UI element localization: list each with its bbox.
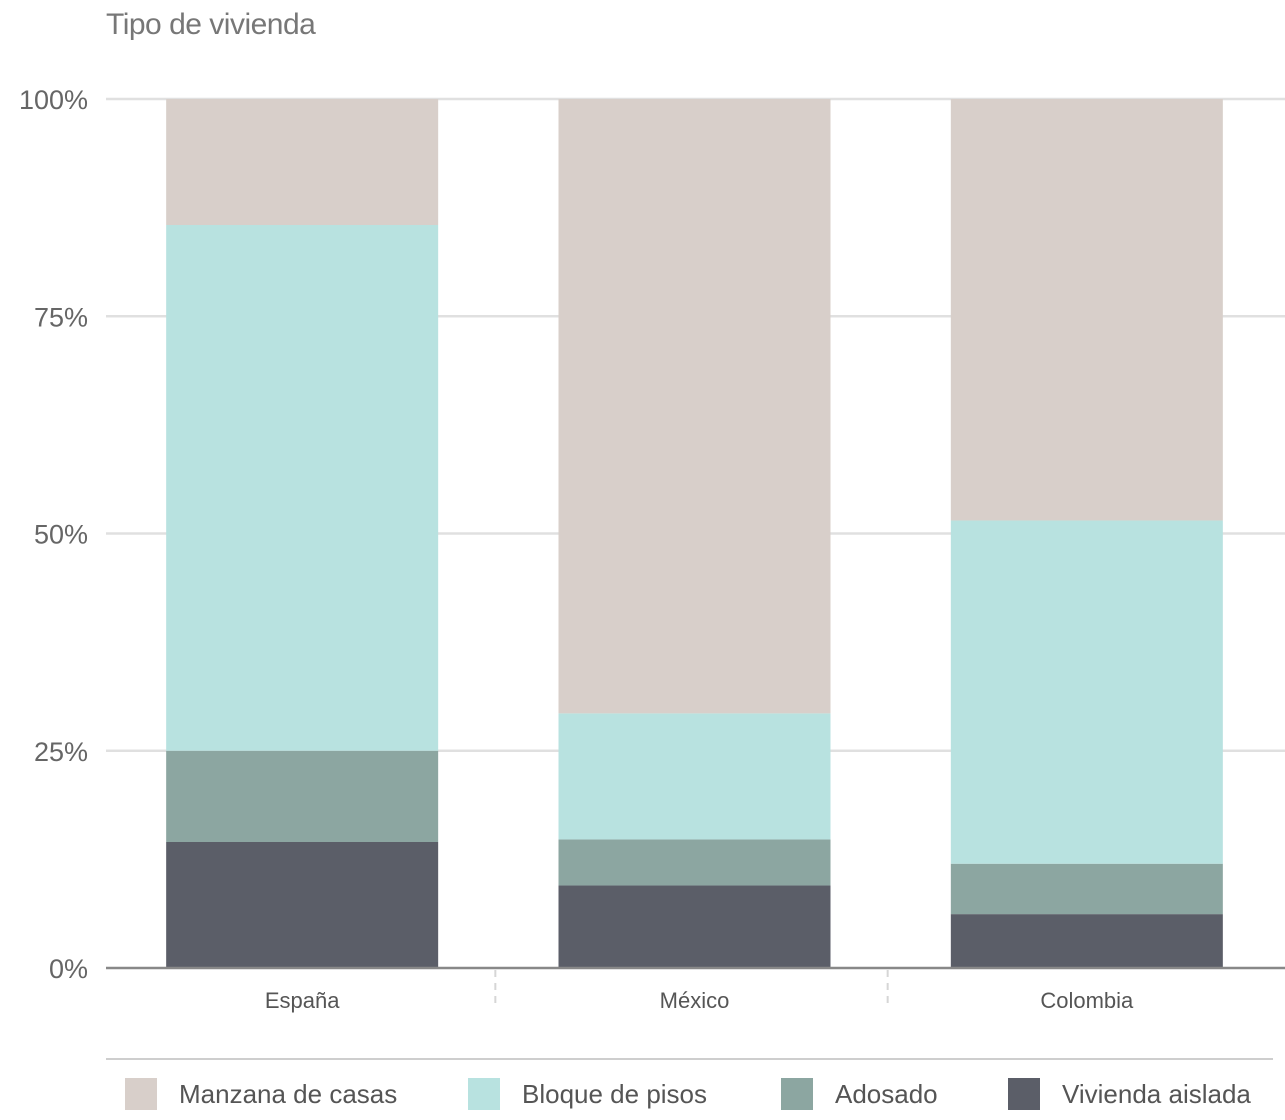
legend-label: Adosado bbox=[835, 1078, 938, 1109]
x-tick-label: México bbox=[660, 988, 730, 1013]
y-tick-label: 100% bbox=[19, 85, 88, 115]
legend-label: Manzana de casas bbox=[179, 1078, 398, 1109]
stacked-bar-chart: 0% 25% 50% 75% 100% España México Colombia bbox=[19, 85, 1285, 1013]
y-tick-label: 0% bbox=[49, 954, 88, 984]
bar-segment bbox=[950, 863, 1223, 915]
legend-divider bbox=[106, 1058, 1273, 1060]
bar-segment bbox=[558, 839, 831, 886]
bar-segment bbox=[558, 713, 831, 840]
bar-segment bbox=[166, 841, 439, 968]
legend-label: Vivienda aislada bbox=[1062, 1078, 1251, 1109]
bar-segment bbox=[558, 885, 831, 968]
legend-item-manzana-de-casas: Manzana de casas bbox=[125, 1078, 397, 1110]
x-tick-label: Colombia bbox=[1040, 988, 1134, 1013]
x-tick-label: España bbox=[265, 988, 340, 1013]
legend-swatch bbox=[468, 1078, 500, 1110]
y-tick-label: 25% bbox=[34, 737, 88, 767]
y-tick-label: 50% bbox=[34, 520, 88, 550]
legend: Manzana de casas Bloque de pisos Adosado… bbox=[0, 1058, 1285, 1120]
chart-title: Tipo de vivienda bbox=[106, 8, 316, 41]
bar-segment bbox=[166, 225, 439, 751]
bar-segment bbox=[950, 914, 1223, 968]
legend-swatch bbox=[781, 1078, 813, 1110]
legend-swatch bbox=[1008, 1078, 1040, 1110]
legend-item-adosado: Adosado bbox=[781, 1078, 938, 1110]
bar-segment bbox=[950, 99, 1223, 521]
bar-segment bbox=[950, 520, 1223, 864]
y-tick-label: 75% bbox=[34, 302, 88, 332]
legend-item-vivienda-aislada: Vivienda aislada bbox=[1008, 1078, 1251, 1110]
bar-segment bbox=[558, 99, 831, 714]
legend-swatch bbox=[125, 1078, 157, 1110]
bar-segment bbox=[166, 750, 439, 842]
bar-segment bbox=[166, 99, 439, 226]
legend-item-bloque-de-pisos: Bloque de pisos bbox=[468, 1078, 707, 1110]
legend-label: Bloque de pisos bbox=[522, 1078, 708, 1109]
